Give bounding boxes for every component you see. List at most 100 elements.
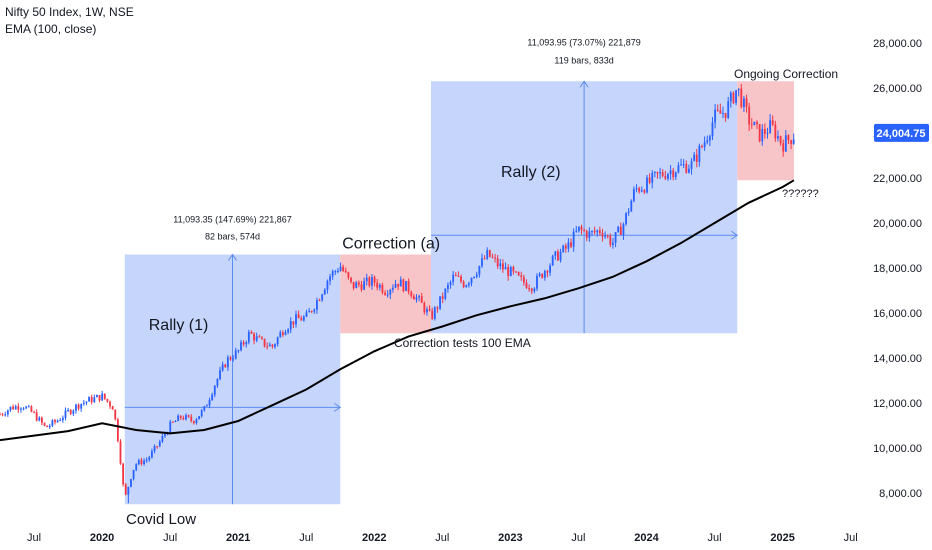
- candle-body: [423, 302, 426, 313]
- candle-body: [17, 406, 20, 410]
- candle-body: [444, 288, 447, 299]
- candle-body: [96, 395, 98, 398]
- candle-body: [331, 271, 334, 277]
- candle-body: [190, 416, 193, 421]
- candle-body: [386, 294, 389, 296]
- candle-body: [153, 446, 156, 452]
- candle-body: [627, 211, 630, 213]
- candle-body: [449, 281, 452, 285]
- candle-body: [701, 146, 703, 148]
- candle-body: [426, 309, 428, 313]
- candle-body: [287, 329, 290, 333]
- candle-body: [661, 172, 664, 177]
- candle-body: [470, 277, 473, 284]
- candle-body: [137, 460, 140, 465]
- ema-line: [0, 179, 795, 442]
- candle-body: [549, 265, 551, 273]
- candle-body: [719, 110, 722, 114]
- candle-body: [213, 385, 216, 395]
- candle-body: [428, 309, 431, 311]
- candle-body: [507, 267, 510, 277]
- candle-body: [156, 446, 159, 448]
- last-price-label: 24,004.75: [877, 128, 926, 140]
- candle-body: [643, 190, 646, 193]
- candle-body: [158, 441, 161, 447]
- candle-body: [35, 412, 38, 421]
- candle-body: [302, 316, 305, 321]
- candle-body: [656, 171, 659, 174]
- candle-body: [376, 282, 379, 288]
- candle-body: [284, 332, 287, 335]
- candle-body: [517, 271, 520, 276]
- x-tick-label: 2025: [770, 532, 794, 544]
- candle-body: [381, 284, 384, 293]
- candle-body: [667, 173, 669, 179]
- candle-body: [722, 112, 724, 114]
- candle-body: [635, 188, 638, 190]
- candle-body: [525, 282, 528, 289]
- candle-body: [538, 273, 541, 276]
- candle-body: [528, 288, 531, 290]
- candle-body: [457, 276, 460, 278]
- candle-body: [614, 232, 617, 243]
- candle-body: [93, 397, 96, 403]
- candle-body: [321, 294, 324, 301]
- annotation-labels: 11,093.35 (147.69%) 221,867 82 bars, 574d…: [126, 37, 838, 528]
- candle-body: [22, 408, 25, 410]
- candle-body: [766, 133, 769, 135]
- x-tick-label: 2024: [634, 532, 659, 544]
- candle-body: [612, 242, 614, 245]
- correction-a-label: Correction (a): [342, 236, 440, 253]
- y-tick-label: 16,000.00: [873, 308, 922, 320]
- candle-body: [551, 255, 554, 266]
- candle-body: [187, 415, 190, 417]
- rally2-measure-arrow-up: [579, 80, 589, 88]
- candle-body: [640, 190, 643, 192]
- ema-test-label: Correction tests 100 EMA: [394, 336, 531, 350]
- candle-body: [447, 284, 449, 289]
- covid-low-label: Covid Low: [126, 511, 196, 528]
- candle-body: [85, 401, 88, 403]
- candle-body: [732, 92, 735, 103]
- candle-body: [415, 297, 418, 300]
- candle-body: [486, 250, 489, 259]
- candle-body: [580, 226, 583, 230]
- candle-body: [30, 406, 33, 412]
- candle-body: [441, 296, 444, 299]
- candle-body: [103, 393, 106, 399]
- candle-body: [546, 270, 549, 273]
- candle-body: [6, 410, 9, 415]
- candle-body: [297, 314, 300, 319]
- candle-body: [378, 284, 381, 288]
- candle-body: [622, 224, 625, 235]
- candle-body: [522, 277, 525, 283]
- candle-body: [750, 124, 753, 126]
- candle-body: [583, 229, 586, 232]
- candle-body: [735, 90, 737, 103]
- candle-body: [774, 124, 777, 139]
- candle-body: [371, 277, 373, 286]
- candle-body: [245, 342, 248, 345]
- x-tick-label: Jul: [27, 532, 41, 544]
- candle-body: [352, 281, 355, 289]
- candle-body: [787, 135, 790, 141]
- candle-body: [651, 172, 654, 183]
- candle-body: [64, 410, 67, 418]
- candle-body: [389, 289, 392, 295]
- candle-body: [410, 291, 413, 297]
- rally2-measure-arrow-right: [730, 230, 739, 240]
- candle-body: [515, 271, 517, 273]
- candle-body: [690, 160, 693, 169]
- candle-body: [418, 296, 421, 298]
- candle-body: [499, 263, 502, 267]
- candle-body: [454, 274, 457, 277]
- candle-body: [250, 331, 253, 334]
- candle-body: [323, 289, 326, 295]
- candle-body: [88, 397, 90, 402]
- candle-body: [559, 251, 562, 261]
- candle-body: [316, 300, 318, 310]
- candle-body: [706, 140, 709, 143]
- candle-body: [106, 398, 109, 402]
- candle-body: [339, 266, 342, 272]
- candle-body: [4, 414, 7, 416]
